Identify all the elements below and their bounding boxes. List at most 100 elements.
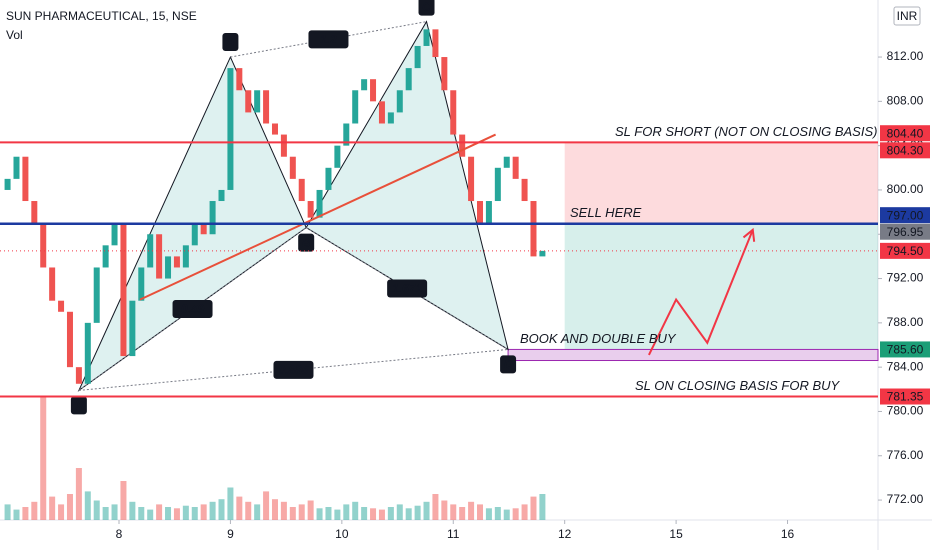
target-zone bbox=[564, 223, 878, 350]
candle-body bbox=[307, 201, 314, 218]
candle-body bbox=[441, 57, 448, 91]
volume-bar bbox=[307, 500, 314, 520]
volume-bar bbox=[405, 508, 412, 520]
volume-bar bbox=[477, 504, 484, 520]
level-label: SL ON CLOSING BASIS FOR BUY bbox=[635, 378, 841, 393]
candle-body bbox=[477, 201, 484, 224]
y-tick-label: 792.00 bbox=[887, 271, 924, 285]
candle-body bbox=[191, 223, 198, 246]
x-tick-label: 11 bbox=[447, 527, 460, 541]
candle-body bbox=[539, 250, 546, 257]
ratio-line bbox=[230, 21, 427, 58]
volume-bar bbox=[459, 507, 466, 520]
volume-bar bbox=[298, 504, 305, 520]
candle-body bbox=[218, 189, 225, 202]
volume-bar bbox=[93, 500, 100, 520]
volume-bar bbox=[209, 501, 216, 520]
point-badge bbox=[70, 396, 87, 415]
y-tick-label: 808.00 bbox=[887, 94, 924, 108]
candle-body bbox=[138, 267, 145, 301]
candle-body bbox=[129, 300, 136, 357]
candle-body bbox=[254, 90, 261, 113]
point-badge bbox=[222, 33, 239, 52]
candle-body bbox=[361, 79, 368, 91]
volume-bar bbox=[218, 499, 225, 520]
y-tick-label: 812.00 bbox=[887, 49, 924, 63]
volume-bar bbox=[396, 504, 403, 520]
volume-bar bbox=[84, 491, 91, 520]
volume-bar bbox=[521, 504, 528, 520]
y-tick-label: 780.00 bbox=[887, 404, 924, 418]
x-tick-label: 9 bbox=[227, 527, 234, 541]
volume-bar bbox=[263, 491, 270, 520]
volume-bar bbox=[361, 507, 368, 520]
candle-body bbox=[84, 322, 91, 384]
volume-bar bbox=[432, 494, 439, 520]
volume-label: Vol bbox=[6, 28, 23, 42]
ratio-badge bbox=[387, 279, 428, 298]
candle-body bbox=[396, 90, 403, 113]
volume-bar bbox=[191, 507, 198, 520]
price-tag-label: 794.50 bbox=[887, 244, 924, 258]
ratio-label: 1.2 bbox=[320, 32, 337, 46]
stop-zone bbox=[564, 142, 878, 224]
currency-badge[interactable] bbox=[893, 6, 921, 26]
x-tick-label: 10 bbox=[335, 527, 349, 541]
price-tag bbox=[880, 207, 930, 224]
point-label: X bbox=[74, 399, 84, 413]
candle-body bbox=[468, 156, 475, 202]
volume-bar bbox=[485, 508, 492, 520]
candle-body bbox=[40, 223, 47, 268]
volume-bar bbox=[468, 501, 475, 520]
volume-bar bbox=[13, 509, 20, 520]
volume-bar bbox=[22, 507, 29, 520]
candle-body bbox=[414, 45, 421, 69]
ratio-badge bbox=[172, 300, 213, 319]
position-tool bbox=[507, 142, 879, 362]
price-tag-label: 797.00 bbox=[887, 208, 924, 222]
volume-bar bbox=[334, 509, 341, 520]
volume-bar bbox=[254, 504, 261, 520]
candle-body bbox=[236, 68, 243, 91]
level-label: SELL HERE bbox=[570, 205, 642, 220]
volume-bar bbox=[182, 505, 189, 520]
candle-body bbox=[4, 178, 11, 190]
candle-body bbox=[13, 156, 20, 179]
candle-body bbox=[200, 223, 207, 235]
x-tick-label: 16 bbox=[781, 527, 795, 541]
candle-body bbox=[58, 300, 65, 312]
volume-bar bbox=[423, 501, 430, 520]
volume-bar bbox=[512, 508, 519, 520]
volume-bar bbox=[102, 507, 109, 520]
candle-body bbox=[405, 68, 412, 91]
candle-body bbox=[280, 134, 287, 157]
candle-body bbox=[165, 256, 172, 279]
ratio-label: 0.885 bbox=[278, 363, 308, 377]
point-badge bbox=[500, 355, 517, 374]
candle-body bbox=[173, 256, 180, 268]
volume-bar bbox=[530, 496, 537, 520]
y-tick-label: 784.00 bbox=[887, 359, 924, 373]
currency-label: INR bbox=[897, 9, 918, 23]
price-tag-label: 804.30 bbox=[887, 143, 924, 157]
volume-bar bbox=[370, 508, 377, 520]
candle-body bbox=[325, 167, 332, 190]
candle-body bbox=[22, 156, 29, 202]
x-tick-label: 12 bbox=[558, 527, 572, 541]
candle-body bbox=[370, 79, 377, 102]
price-tag bbox=[880, 341, 930, 358]
volume-bar bbox=[503, 509, 510, 520]
y-tick-label: 776.00 bbox=[887, 448, 924, 462]
point-label: A bbox=[225, 35, 235, 49]
projection-arrow bbox=[648, 229, 754, 356]
volume-bar bbox=[280, 501, 287, 520]
x-tick-label: 8 bbox=[116, 527, 123, 541]
candle-body bbox=[530, 201, 537, 257]
candle-body bbox=[378, 101, 385, 124]
ratio-badge bbox=[273, 360, 314, 379]
volume-bar bbox=[200, 504, 207, 520]
chart-title: SUN PHARMACEUTICAL, 15, NSE bbox=[6, 9, 197, 23]
candle-body bbox=[352, 90, 359, 124]
